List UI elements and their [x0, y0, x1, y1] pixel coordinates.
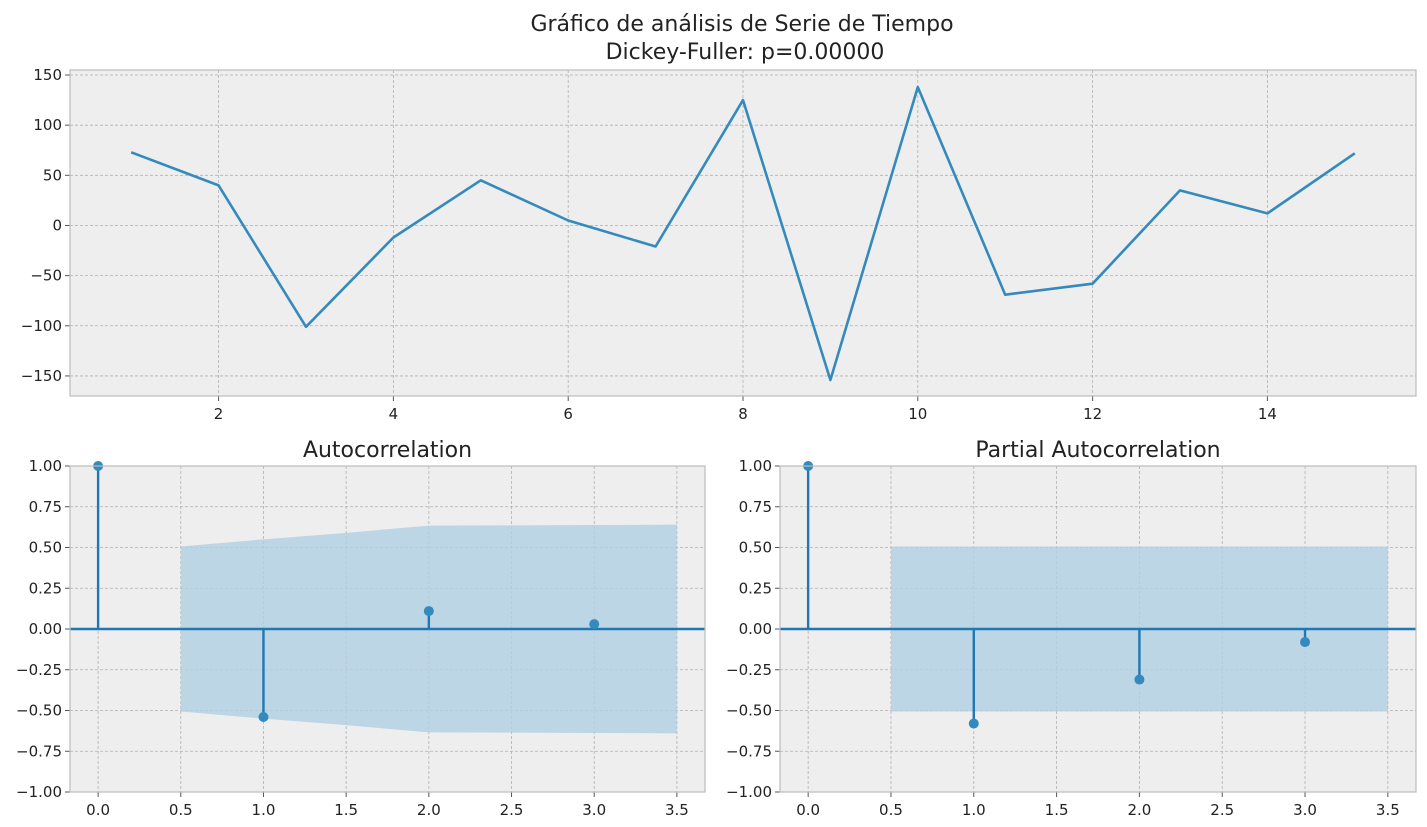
- axes-frame: [69, 465, 706, 793]
- stem-marker: [589, 619, 600, 630]
- y-tick-label: −0.25: [726, 661, 772, 679]
- y-tick-label: −150: [21, 367, 62, 385]
- x-tick-label: 10: [908, 405, 927, 423]
- x-tick-label: 2: [214, 405, 224, 423]
- y-tick-label: −0.50: [16, 702, 62, 720]
- x-tick-label: 1.0: [962, 801, 986, 819]
- x-tick-label: 3.0: [1293, 801, 1317, 819]
- y-tick-label: 50: [43, 166, 62, 184]
- x-tick-label: 4: [389, 405, 399, 423]
- stem-marker: [968, 718, 979, 729]
- y-tick-label: 0.75: [29, 498, 62, 516]
- x-tick-label: 0.5: [169, 801, 193, 819]
- y-tick-label: 0.25: [29, 579, 62, 597]
- stem-marker: [258, 712, 269, 723]
- partial-autocorrelation-plot: 0.0 0.5 1.0 1.5 2.0 2.5 3.0 3.5 −1.00 −0.75 −0.50 −…: [726, 438, 1417, 819]
- y-tick-label: 1.00: [29, 457, 62, 475]
- y-tick-label: 150: [33, 66, 62, 84]
- y-tick-label: −50: [30, 267, 62, 285]
- x-tick-label: 14: [1258, 405, 1277, 423]
- x-tick-label: 3.5: [1376, 801, 1400, 819]
- stem-marker: [1134, 674, 1145, 685]
- x-tick-label: 3.5: [665, 801, 689, 819]
- y-tick-label: 1.00: [739, 457, 772, 475]
- time-series-plot: 2 4 6 8 10 12 14 −150 −100 −50 0 50 100 150: [21, 66, 1417, 423]
- x-tick-label: 8: [738, 405, 748, 423]
- figure-title-line-2: Dickey-Fuller: p=0.00000: [606, 40, 885, 65]
- x-tick-label: 1.0: [252, 801, 276, 819]
- x-tick-label: 6: [563, 405, 573, 423]
- autocorrelation-plot: 0.0 0.5 1.0 1.5 2.0 2.5 3.0 3.5 −1.00 −0.75 −0.50 −…: [16, 438, 706, 819]
- x-tick-label: 12: [1083, 405, 1102, 423]
- axes-frame: [69, 69, 1417, 397]
- stem-marker: [423, 606, 434, 617]
- y-tick-label: 0.00: [739, 620, 772, 638]
- y-tick-label: −0.75: [726, 742, 772, 760]
- y-tick-label: −1.00: [16, 783, 62, 801]
- y-tick-label: −1.00: [726, 783, 772, 801]
- y-tick-label: 0: [52, 216, 62, 234]
- x-tick-label: 2.0: [417, 801, 441, 819]
- y-tick-label: 0.75: [739, 498, 772, 516]
- subplot-title: Partial Autocorrelation: [975, 438, 1220, 463]
- x-tick-label: 1.5: [1045, 801, 1069, 819]
- x-tick-label: 2.5: [1210, 801, 1234, 819]
- x-tick-label: 0.0: [796, 801, 820, 819]
- figure-title-line-1: Gráfico de análisis de Serie de Tiempo: [530, 12, 953, 37]
- y-tick-label: 0.50: [29, 539, 62, 557]
- y-tick-label: −100: [21, 317, 62, 335]
- x-tick-label: 2.5: [500, 801, 524, 819]
- x-tick-label: 2.0: [1127, 801, 1151, 819]
- x-tick-label: 0.5: [879, 801, 903, 819]
- y-tick-label: 100: [33, 116, 62, 134]
- subplot-title: Autocorrelation: [303, 438, 472, 463]
- y-tick-label: −0.25: [16, 661, 62, 679]
- y-tick-label: −0.75: [16, 742, 62, 760]
- y-tick-label: −0.50: [726, 702, 772, 720]
- y-tick-label: 0.00: [29, 620, 62, 638]
- axes-frame: [779, 465, 1417, 793]
- stem-marker: [1300, 637, 1311, 648]
- x-tick-label: 0.0: [86, 801, 110, 819]
- x-tick-label: 1.5: [334, 801, 358, 819]
- x-tick-label: 3.0: [582, 801, 606, 819]
- y-tick-label: 0.50: [739, 539, 772, 557]
- y-tick-label: 0.25: [739, 579, 772, 597]
